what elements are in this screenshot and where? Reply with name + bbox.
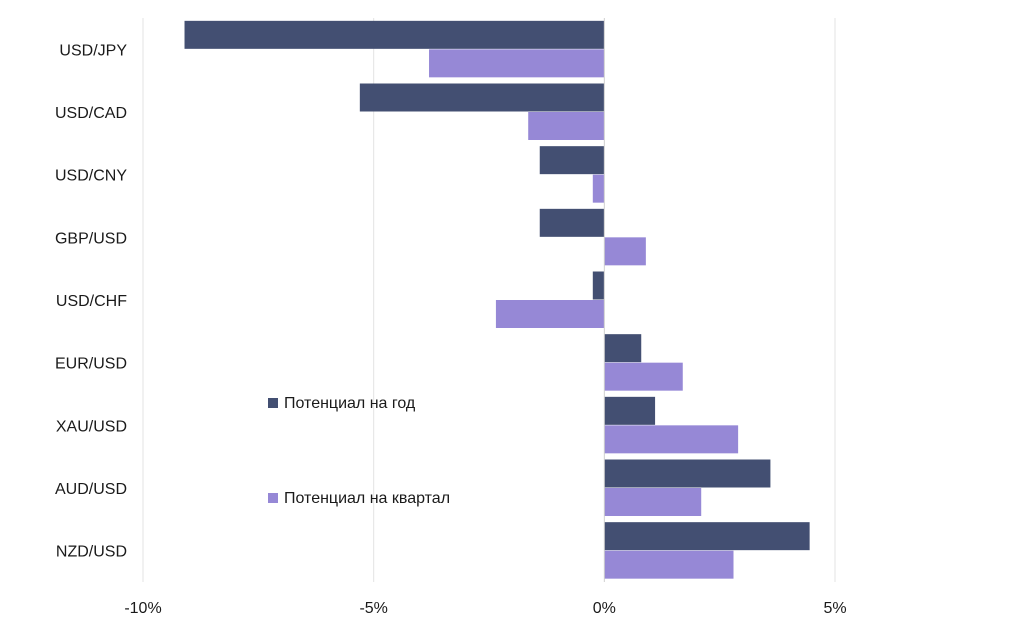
bar-year — [604, 396, 656, 425]
bar-year — [539, 146, 605, 175]
x-tick-label: -5% — [359, 600, 387, 617]
x-tick-labels: -10% -5% 0% 5% — [124, 600, 846, 617]
category-label: USD/CHF — [56, 293, 127, 310]
grid-lines — [142, 18, 836, 582]
bar-quarter — [604, 425, 739, 454]
category-label: USD/JPY — [59, 42, 127, 59]
bar-year — [539, 208, 605, 237]
x-tick-label: 5% — [823, 600, 846, 617]
bar-year — [359, 83, 605, 112]
legend-label: Потенциал на квартал — [284, 490, 450, 507]
category-label: EUR/USD — [55, 356, 127, 373]
category-label: USD/CAD — [55, 105, 127, 122]
legend-swatch — [268, 493, 278, 503]
category-label: GBP/USD — [55, 230, 127, 247]
bar-year — [604, 522, 810, 551]
bar-year — [604, 334, 642, 363]
bar-quarter — [604, 362, 683, 391]
bar-quarter — [604, 488, 702, 516]
bar-year — [592, 271, 605, 300]
category-label: XAU/USD — [56, 418, 127, 435]
bars — [184, 20, 810, 579]
bar-quarter — [592, 174, 605, 203]
category-label: USD/CNY — [55, 168, 127, 185]
legend-swatch — [268, 398, 278, 408]
category-label: NZD/USD — [56, 544, 127, 561]
bar-quarter — [604, 237, 646, 266]
category-labels: USD/JPY USD/CAD USD/CNY GBP/USD USD/CHF EUR/U… — [55, 42, 127, 560]
bar-quarter — [495, 300, 605, 328]
legend-label: Потенциал на год — [284, 395, 416, 412]
category-label: AUD/USD — [55, 481, 127, 498]
bar-quarter — [604, 550, 734, 579]
x-tick-label: 0% — [593, 600, 616, 617]
bar-quarter — [528, 112, 605, 140]
legend: Потенциал на год Потенциал на квартал — [268, 395, 450, 507]
bar-year — [184, 20, 605, 49]
x-tick-label: -10% — [124, 600, 161, 617]
bar-quarter — [429, 49, 605, 78]
bar-year — [604, 459, 771, 488]
